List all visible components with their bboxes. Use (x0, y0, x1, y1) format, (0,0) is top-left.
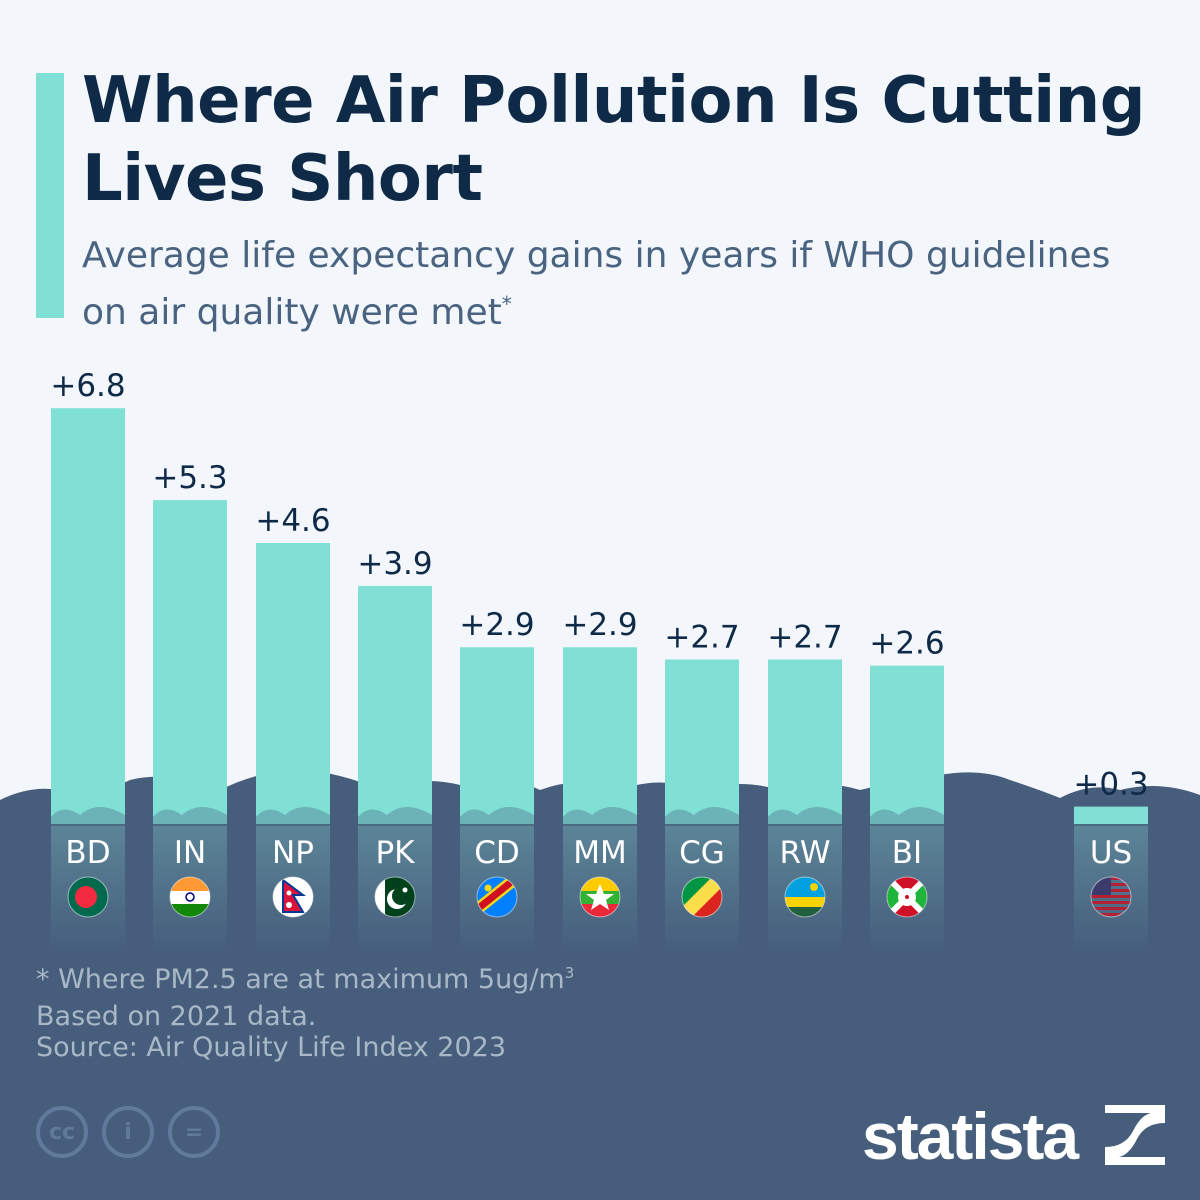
bar-cloud-overlay (870, 807, 944, 825)
bar-cloud-overlay (460, 807, 534, 825)
bar-group-NP: +4.6 NP (255, 503, 331, 950)
data-label: +2.7 (664, 619, 739, 655)
bar[interactable] (665, 659, 739, 825)
page-subtitle: Average life expectancy gains in years i… (82, 232, 1162, 337)
bar[interactable] (1074, 806, 1148, 825)
data-label: +2.9 (459, 607, 534, 643)
data-label: +0.3 (1073, 767, 1148, 803)
license-icons: cc i = (36, 1106, 220, 1158)
myanmar-flag-icon (579, 876, 621, 918)
bar-cloud-overlay (51, 807, 125, 825)
bar-cloud-overlay (256, 807, 330, 825)
bar-cloud-overlay (153, 807, 227, 825)
bar-group-PK: +3.9 PK (357, 546, 433, 950)
bar-group-MM: +2.9 MM (562, 607, 638, 950)
bar[interactable] (256, 543, 330, 825)
category-label: US (1090, 835, 1132, 871)
nepal-flag-icon (272, 876, 314, 918)
dr-congo-flag-icon (476, 876, 518, 918)
page-title: Where Air Pollution Is Cutting Lives Sho… (82, 64, 1146, 216)
bar-cloud-overlay (768, 807, 842, 825)
data-label: +6.8 (50, 368, 125, 404)
bar-cloud-overlay (563, 807, 637, 825)
bar-cloud-overlay (358, 807, 432, 825)
data-label: +3.9 (357, 546, 432, 582)
source-text: Source: Air Quality Life Index 2023 (36, 1032, 506, 1063)
category-label: CG (679, 835, 725, 871)
category-label: RW (780, 835, 831, 871)
subtitle-footnote-mark: * (501, 292, 512, 316)
bar-group-CD: +2.9 CD (459, 607, 535, 950)
bar-group-BD: +6.8 BD (50, 368, 126, 950)
statista-logo[interactable]: statista (862, 1099, 1079, 1173)
bar[interactable] (870, 665, 944, 825)
subtitle-text: Average life expectancy gains in years i… (82, 235, 1111, 333)
category-label: BI (892, 835, 922, 871)
bangladesh-flag-icon (67, 876, 109, 918)
category-label: MM (573, 835, 627, 871)
footnote-based: Based on 2021 data. (36, 1001, 317, 1032)
india-flag-icon (169, 876, 211, 918)
bar[interactable] (563, 647, 637, 825)
bar-group-BI: +2.6 BI (869, 626, 945, 950)
congo-flag-icon (681, 876, 723, 918)
statista-logo-icon (1105, 1105, 1165, 1165)
cc-icon[interactable]: cc (36, 1106, 88, 1158)
footnote-sup: 3 (564, 964, 575, 982)
rwanda-flag-icon (784, 876, 826, 918)
data-label: +4.6 (255, 503, 330, 539)
category-label: IN (174, 835, 206, 871)
footnote-pm25: * Where PM2.5 are at maximum 5ug/m (36, 964, 565, 995)
data-label: +2.7 (767, 619, 842, 655)
bar-group-CG: +2.7 CG (664, 619, 740, 950)
bar[interactable] (51, 408, 125, 825)
category-label: CD (474, 835, 520, 871)
data-label: +5.3 (152, 460, 227, 496)
category-label: BD (65, 835, 110, 871)
no-derivatives-icon[interactable]: = (168, 1106, 220, 1158)
data-label: +2.9 (562, 607, 637, 643)
bar[interactable] (460, 647, 534, 825)
burundi-flag-icon (886, 876, 928, 918)
bar-group-RW: +2.7 RW (767, 619, 843, 950)
data-label: +2.6 (869, 626, 944, 662)
category-label: NP (272, 835, 314, 871)
bar[interactable] (153, 500, 227, 825)
bar-cloud-overlay (665, 807, 739, 825)
title-accent-bar (36, 73, 64, 318)
bar-group-US: +0.3 US (1073, 767, 1149, 950)
attribution-icon[interactable]: i (102, 1106, 154, 1158)
footnotes: * Where PM2.5 are at maximum 5ug/m3 Base… (36, 955, 574, 1035)
category-label: PK (375, 835, 415, 871)
bar[interactable] (768, 659, 842, 825)
bar[interactable] (358, 585, 432, 825)
bar-group-IN: +5.3 IN (152, 460, 228, 950)
pakistan-flag-icon (374, 876, 416, 918)
